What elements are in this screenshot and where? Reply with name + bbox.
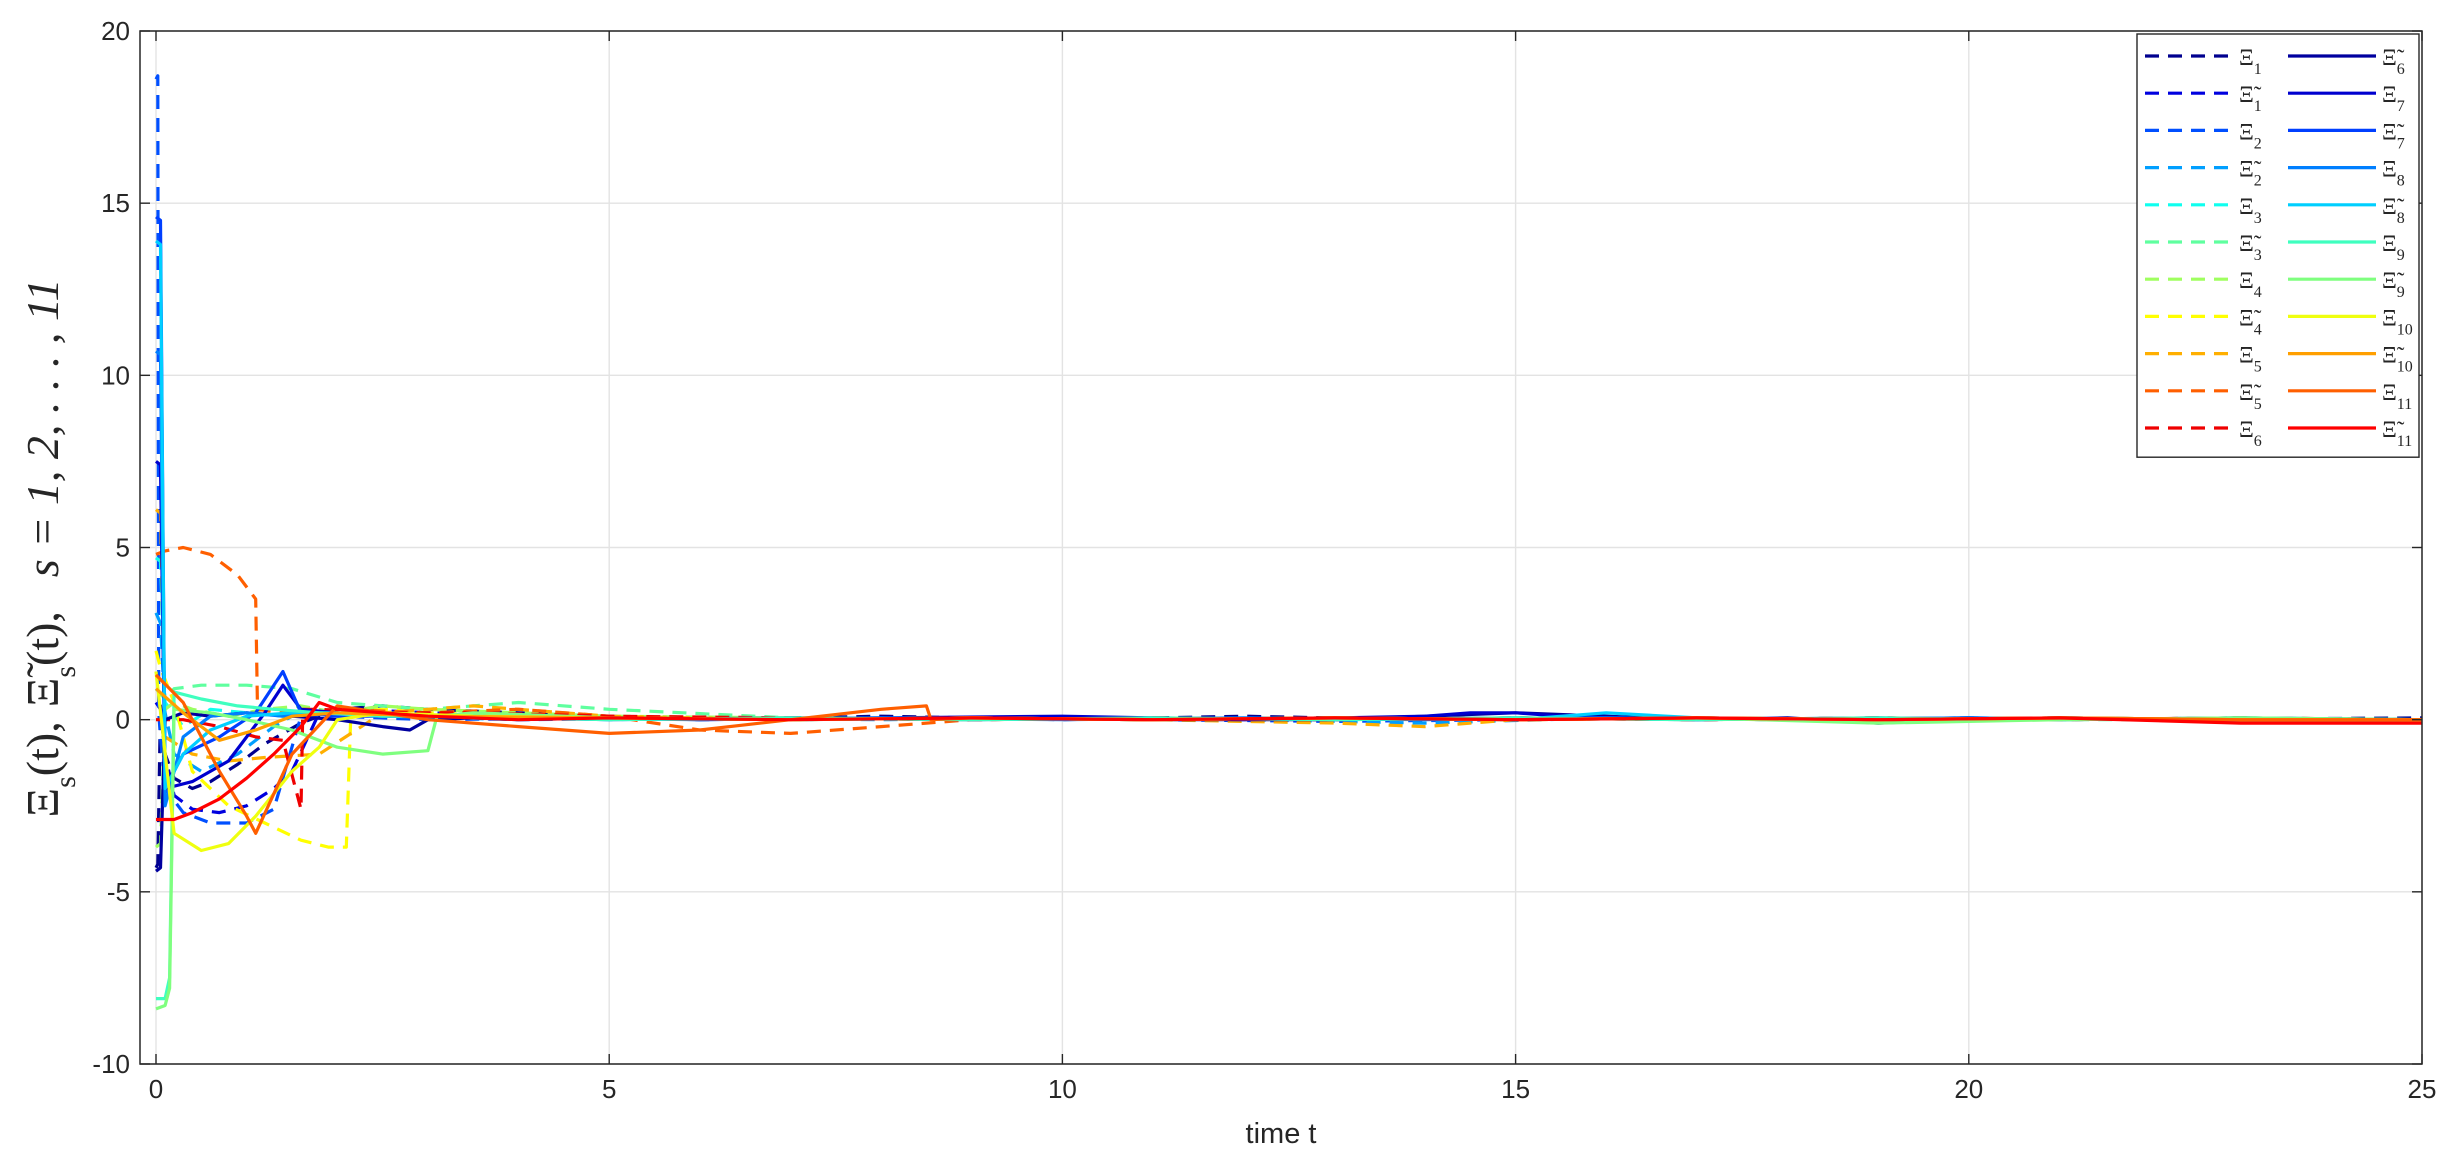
y-label-sub-s-2: s [49,666,82,678]
y-label-xi: Ξ [17,788,68,818]
y-tick-label: 0 [116,705,130,735]
series-line-xi-6 [156,707,2422,811]
x-tick-label: 25 [2408,1074,2437,1104]
x-tick-label: 10 [1048,1074,1077,1104]
x-tick-label: 20 [1954,1074,1983,1104]
y-tick-label: -5 [107,877,130,907]
legend: Ξ1Ξ̃1Ξ2Ξ̃2Ξ3Ξ̃3Ξ4Ξ̃4Ξ5Ξ̃5Ξ6Ξ̃6Ξ7Ξ̃7Ξ8Ξ̃8… [2136,33,2420,458]
y-label-index-range: s = 1, 2, . . . , 11 [17,279,68,578]
legend-entry-label: Ξ7 [2382,82,2405,115]
y-label-of-t: (t), [17,721,68,776]
legend-entry-label: Ξ9 [2382,231,2405,264]
y-axis-label: Ξs(t),Ξ̃s(t),s = 1, 2, . . . , 11 [17,279,82,818]
legend-entry-label: Ξ8 [2382,157,2405,190]
legend-entry-label: Ξ2 [2239,119,2262,152]
y-tick-label: 20 [101,16,130,46]
legend-entry-label: Ξ5 [2239,343,2262,376]
y-tick-label: -10 [92,1049,130,1079]
y-tick-label: 10 [101,360,130,390]
x-tick-label: 5 [602,1074,616,1104]
x-axis-label: time t [1246,1118,1317,1150]
legend-box [2136,33,2420,458]
axis-ticks: 0 5 10 15 20 25 -10 -5 0 5 10 15 20 [92,16,2436,1104]
series-line-xi-tilde-11 [156,700,2422,822]
x-tick-label: 0 [149,1074,163,1104]
legend-entry-label: Ξ11 [2382,380,2412,413]
legend-entry-label: Ξ10 [2382,305,2413,338]
x-tick-label: 15 [1501,1074,1530,1104]
legend-entry-label: Ξ3 [2239,194,2262,227]
series-line-xi-tilde-4 [154,650,2422,849]
legend-entry-label: Ξ4 [2239,268,2262,301]
legend-entry-label: Ξ1 [2239,45,2262,78]
y-tick-label: 15 [101,188,130,218]
series-group [154,74,2422,1011]
y-label-of-t-2: (t), [17,611,68,666]
y-tick-label: 5 [116,533,130,563]
legend-entry-label: Ξ6 [2239,417,2262,450]
y-label-sub-s: s [49,776,82,788]
